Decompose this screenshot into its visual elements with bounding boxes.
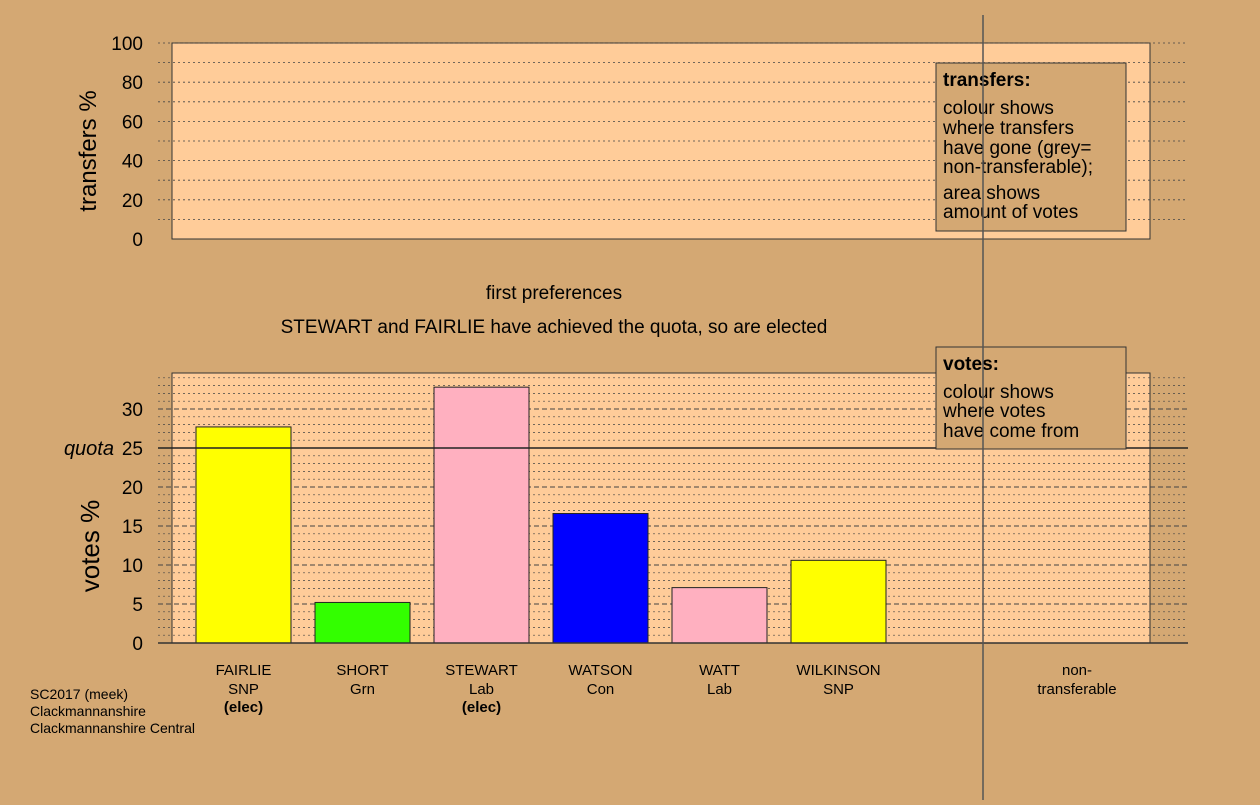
category-party-label: Con	[587, 681, 615, 698]
footer-line: SC2017 (meek)	[30, 686, 128, 702]
votes-legend-line: have come from	[943, 421, 1079, 442]
category-status-label: (elec)	[224, 699, 263, 716]
transfers-tick-label: 60	[122, 112, 143, 133]
category-name-label: FAIRLIE	[216, 662, 272, 679]
bar-wilkinson	[790, 559, 887, 644]
votes-legend-box	[935, 346, 1127, 450]
transfers-legend-line: area shows	[943, 183, 1040, 204]
votes-legend-title: votes:	[943, 354, 999, 375]
transfers-tick-label: 40	[122, 152, 143, 173]
transfers-tick-labels: 0 20 40 60 80 100	[111, 34, 143, 251]
stage-heading: first preferences	[486, 283, 622, 304]
votes-legend-line: where votes	[942, 401, 1045, 422]
bar-series	[195, 386, 887, 644]
category-name-label: WILKINSON	[796, 662, 880, 679]
transfers-legend-line: where transfers	[942, 118, 1074, 139]
non-transferable-label: transferable	[1037, 681, 1116, 698]
status-message: STEWART and FAIRLIE have achieved the qu…	[281, 317, 828, 338]
transfers-legend-line: have gone (grey=	[943, 138, 1091, 159]
category-party-label: Lab	[707, 681, 732, 698]
category-name-label: SHORT	[336, 662, 388, 679]
transfers-gridlines	[158, 42, 1188, 220]
transfers-axis-label: transfers %	[75, 90, 102, 211]
category-party-label: Grn	[350, 681, 375, 698]
category-name-label: WATSON	[568, 662, 632, 679]
category-party-label: Lab	[469, 681, 494, 698]
transfers-legend-line: colour shows	[943, 98, 1054, 119]
votes-legend-line: colour shows	[943, 382, 1054, 403]
transfers-tick-label: 0	[132, 230, 143, 251]
transfers-tick-label: 80	[122, 73, 143, 94]
votes-tick-label: 20	[122, 478, 143, 499]
transfers-legend-title: transfers:	[943, 70, 1031, 91]
category-name-label: WATT	[699, 662, 740, 679]
transfers-legend: transfers: colour shows where transfers …	[935, 62, 1127, 232]
category-labels: FAIRLIESNP(elec)SHORTGrnSTEWARTLab(elec)…	[216, 662, 881, 716]
votes-tick-label: 10	[122, 556, 143, 577]
votes-tick-label: 25	[122, 439, 143, 460]
transfers-legend-line: amount of votes	[943, 202, 1078, 223]
votes-tick-label: 5	[132, 595, 143, 616]
bar-fairlie	[195, 426, 292, 644]
transfers-legend-line: non-transferable);	[943, 157, 1093, 178]
bar-short	[314, 601, 411, 644]
votes-axis-label: votes %	[75, 500, 105, 593]
category-status-label: (elec)	[462, 699, 501, 716]
votes-tick-label: 0	[132, 634, 143, 655]
bar-watt	[671, 587, 768, 644]
quota-label: quota	[64, 438, 114, 460]
footer-line: Clackmannanshire	[30, 703, 146, 719]
bar-stewart	[433, 386, 530, 644]
category-party-label: SNP	[823, 681, 854, 698]
footer-line: Clackmannanshire Central	[30, 720, 195, 736]
non-transferable-label: non-	[1062, 662, 1092, 679]
category-name-label: STEWART	[445, 662, 518, 679]
transfers-tick-label: 100	[111, 34, 143, 55]
votes-tick-labels: 0 5 10 15 20 25 30	[122, 400, 143, 655]
transfers-legend-box	[935, 62, 1127, 232]
votes-tick-label: 30	[122, 400, 143, 421]
category-party-label: SNP	[228, 681, 259, 698]
votes-tick-label: 15	[122, 517, 143, 538]
votes-legend: votes: colour shows where votes have com…	[935, 346, 1127, 450]
bar-watson	[552, 513, 649, 644]
transfers-tick-label: 20	[122, 191, 143, 212]
